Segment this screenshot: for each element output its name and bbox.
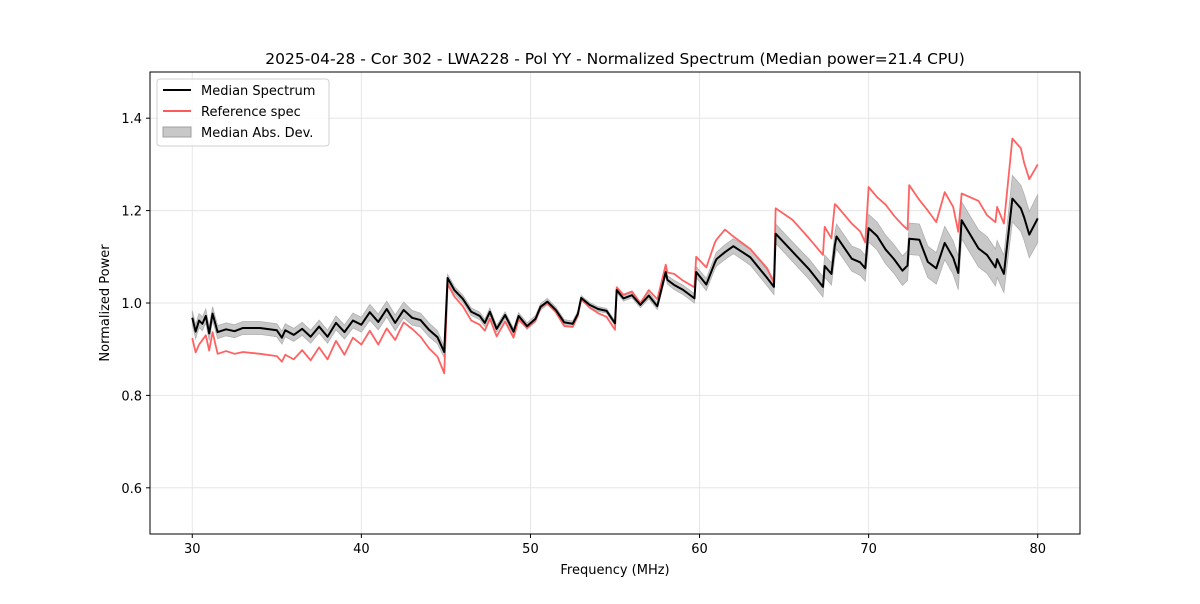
y-tick-label: 1.0 bbox=[121, 297, 142, 312]
x-tick-label: 60 bbox=[691, 542, 708, 557]
x-tick-label: 30 bbox=[184, 542, 201, 557]
y-tick-label: 1.2 bbox=[121, 205, 142, 220]
chart-title: 2025-04-28 - Cor 302 - LWA228 - Pol YY -… bbox=[265, 50, 965, 68]
y-tick-label: 0.6 bbox=[121, 482, 142, 497]
y-axis-label: Normalized Power bbox=[98, 244, 113, 362]
x-tick-label: 50 bbox=[522, 542, 539, 557]
legend: Median Spectrum Reference spec Median Ab… bbox=[157, 79, 329, 146]
x-tick-label: 80 bbox=[1029, 542, 1046, 557]
legend-mad-label: Median Abs. Dev. bbox=[201, 126, 313, 141]
legend-median-label: Median Spectrum bbox=[201, 84, 315, 99]
x-axis-label: Frequency (MHz) bbox=[560, 563, 669, 578]
x-tick-label: 70 bbox=[860, 542, 877, 557]
y-tick-label: 1.4 bbox=[121, 112, 142, 127]
legend-reference-label: Reference spec bbox=[201, 105, 301, 120]
y-tick-label: 0.8 bbox=[121, 389, 142, 404]
x-tick-label: 40 bbox=[353, 542, 370, 557]
legend-mad-swatch bbox=[163, 127, 191, 137]
